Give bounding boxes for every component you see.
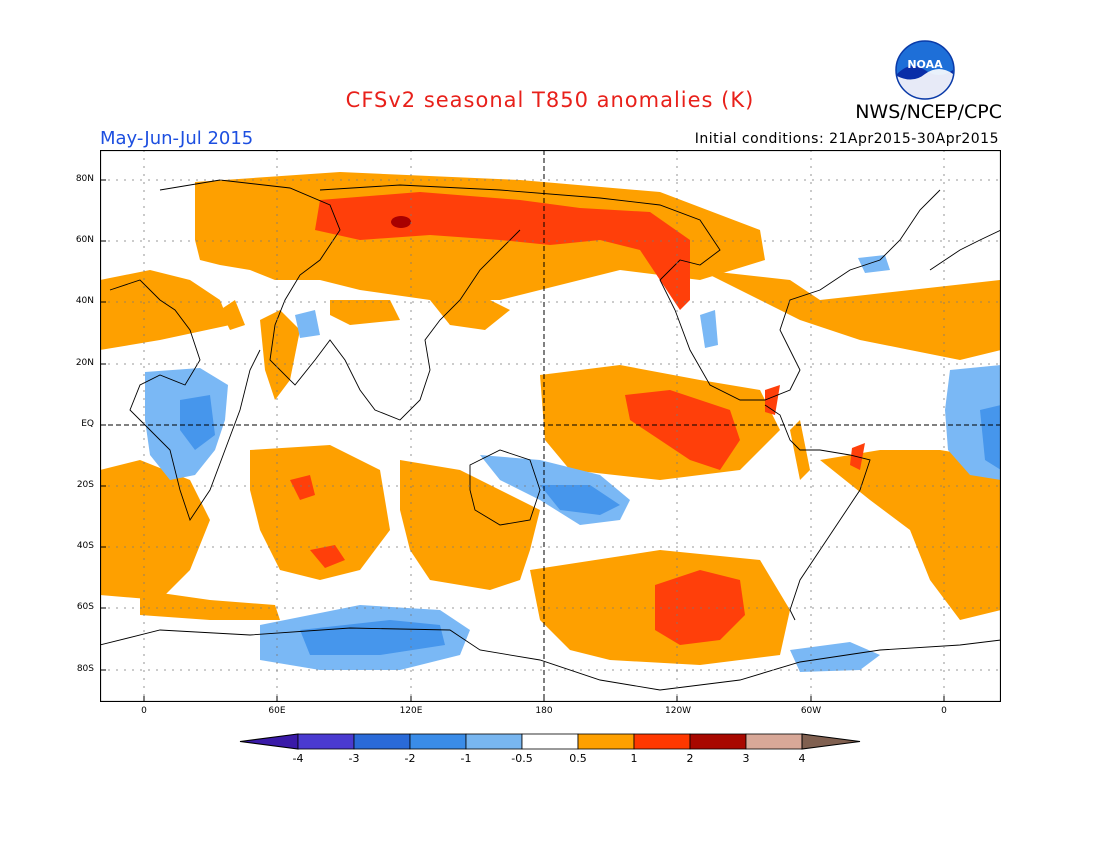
latitude-label: 80S (76, 664, 94, 674)
legend-swatch (409, 733, 467, 750)
legend-swatch (353, 733, 411, 750)
chart-title: CFSv2 seasonal T850 anomalies (K) (345, 88, 755, 112)
longitude-label: 60E (268, 706, 286, 716)
legend-tick-label: -0.5 (511, 752, 532, 765)
latitude-label: 60N (75, 235, 94, 245)
legend-swatch (633, 733, 691, 750)
positive-anomaly-strong (391, 216, 411, 228)
legend-tick-label: 4 (799, 752, 806, 765)
legend-arrow-right (801, 733, 861, 750)
latitude-label: 60S (76, 602, 94, 612)
anomaly-fill (100, 172, 1001, 672)
coastlines (100, 179, 1001, 691)
color-legend: -4 -3 -2 -1 -0.5 0.5 1 2 3 4 (239, 733, 861, 765)
legend-tick-label: -1 (461, 752, 472, 765)
legend-swatch (689, 733, 747, 750)
legend-swatch (745, 733, 803, 750)
legend-tick-label: 0.5 (569, 752, 587, 765)
longitude-label: 120E (399, 706, 423, 716)
legend-tick-label: -4 (293, 752, 304, 765)
latitude-label: 40N (75, 296, 94, 306)
noaa-logo-text: NOAA (907, 58, 943, 71)
latitude-label: 40S (76, 541, 94, 551)
reference-lines (100, 150, 1001, 702)
legend-tick-label: 1 (631, 752, 638, 765)
agency-label: NWS/NCEP/CPC (855, 101, 1002, 123)
legend-tick-label: -2 (405, 752, 416, 765)
latitude-label: 20N (75, 358, 94, 368)
longitude-label: 0 (141, 706, 147, 716)
legend-swatch (465, 733, 523, 750)
legend-tick-label: 2 (687, 752, 694, 765)
anomaly-map (100, 150, 1001, 702)
legend-swatch (521, 733, 579, 750)
map-frame (100, 150, 1001, 702)
initial-conditions: Initial conditions: 21Apr2015-30Apr2015 (694, 131, 999, 147)
longitude-label: 180 (535, 706, 553, 716)
latitude-label: 80N (75, 174, 94, 184)
legend-swatch (577, 733, 635, 750)
longitude-label: 0 (941, 706, 947, 716)
legend-swatch (297, 733, 355, 750)
latitude-label: EQ (81, 419, 94, 429)
noaa-logo: NOAA (895, 40, 955, 100)
longitude-label: 120W (665, 706, 692, 716)
legend-tick-label: 3 (743, 752, 750, 765)
forecast-period: May-Jun-Jul 2015 (100, 128, 254, 149)
legend-arrow-left (239, 733, 299, 750)
longitude-label: 60W (800, 706, 822, 716)
legend-tick-label: -3 (349, 752, 360, 765)
latitude-label: 20S (76, 480, 94, 490)
